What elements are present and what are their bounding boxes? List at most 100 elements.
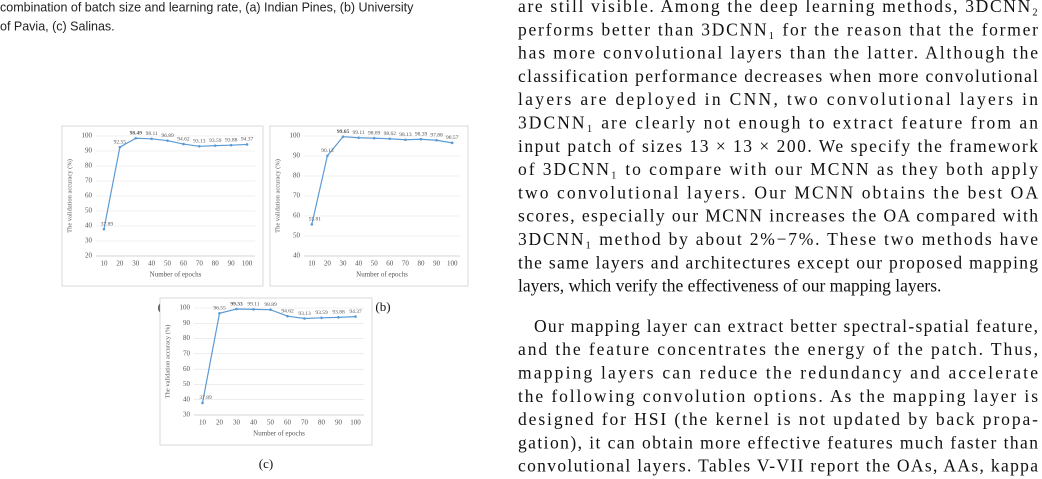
data-point	[357, 136, 360, 140]
body-line: performs better than 3DCNN₁ for the reas…	[518, 19, 1038, 39]
x-axis-label: Number of epochs	[150, 271, 202, 279]
body-line: of 3DCNN₁ to compare with our MCNN as th…	[518, 159, 1038, 179]
y-tick-label: 20	[85, 252, 93, 260]
y-tick-label: 50	[293, 232, 301, 240]
data-label: 94.37	[349, 309, 362, 315]
x-tick-label: 100	[242, 260, 253, 268]
subfigure-label: (b)	[375, 299, 390, 314]
data-label: 55.81	[309, 217, 322, 223]
data-point	[320, 316, 323, 320]
data-point	[404, 138, 407, 142]
data-point	[218, 311, 221, 315]
y-tick-label: 90	[293, 152, 301, 160]
body-line: has more convolutional layers than the l…	[518, 43, 1038, 63]
caption-line: of Pavia, (c) Salinas.	[0, 19, 115, 33]
data-label: 98.62	[384, 131, 397, 137]
chart-frame	[159, 297, 373, 446]
data-point	[341, 135, 345, 138]
x-tick-label: 70	[301, 419, 309, 427]
x-tick-label: 60	[180, 260, 188, 268]
data-label: 93.88	[332, 310, 345, 316]
x-tick-label: 100	[350, 419, 361, 427]
data-label: 98.49	[130, 131, 143, 137]
caption-line: combination of batch size and learning r…	[0, 0, 414, 14]
x-axis-label: Number of epochs	[253, 430, 305, 438]
chart-frame	[61, 125, 264, 287]
body-line: and the feature concentrates the energy …	[518, 339, 1038, 359]
data-point	[118, 145, 122, 149]
data-label: 96.89	[161, 133, 174, 139]
data-point	[303, 317, 306, 320]
x-tick-label: 90	[228, 260, 236, 268]
x-tick-label: 40	[148, 260, 156, 268]
chart-frame	[269, 125, 469, 287]
body-line: 3DCNN₁ are clearly not enough to extract…	[518, 113, 1038, 133]
x-tick-label: 80	[212, 260, 220, 268]
data-label: 94.37	[241, 137, 254, 143]
y-tick-label: 30	[183, 411, 191, 419]
x-tick-label: 70	[196, 260, 204, 268]
x-tick-label: 50	[164, 260, 172, 268]
x-tick-label: 70	[402, 260, 410, 268]
data-point	[229, 143, 233, 147]
y-tick-label: 40	[183, 395, 191, 403]
body-line: scores, especially our MCNN increases th…	[518, 206, 1038, 226]
y-tick-label: 100	[82, 132, 93, 140]
data-point	[213, 144, 217, 147]
data-label: 92.55	[114, 139, 127, 145]
data-point	[435, 138, 438, 142]
subfigure-label: (c)	[259, 456, 273, 471]
body-line: designed for HSI (the kernel is not upda…	[518, 409, 1038, 429]
y-tick-label: 50	[183, 380, 191, 388]
data-label: 94.62	[177, 136, 190, 142]
y-tick-label: 70	[183, 349, 191, 357]
body-line: layers, which verify the effectiveness o…	[518, 276, 941, 296]
data-point	[102, 227, 106, 231]
y-tick-label: 90	[183, 319, 191, 327]
data-label: 98.39	[415, 131, 428, 137]
data-point	[354, 315, 357, 318]
data-point	[337, 316, 340, 319]
data-point	[286, 314, 289, 318]
y-tick-label: 80	[85, 162, 93, 170]
data-point	[166, 139, 169, 142]
data-point	[310, 223, 314, 226]
data-point	[372, 136, 376, 140]
x-tick-label: 80	[318, 419, 326, 427]
data-point	[182, 142, 185, 146]
data-point	[269, 308, 272, 311]
x-tick-label: 30	[340, 260, 348, 268]
y-tick-label: 60	[85, 192, 93, 200]
data-label: 37.89	[199, 395, 212, 401]
body-line: input patch of sizes 13 × 13 × 200. We s…	[518, 136, 1038, 156]
body-line: layers are deployed in CNN, two convolut…	[518, 89, 1038, 109]
data-label: 99.65	[337, 129, 350, 135]
x-tick-label: 10	[308, 260, 316, 268]
x-tick-label: 90	[335, 419, 343, 427]
data-label: 94.62	[281, 308, 294, 314]
body-line: mapping layers can reduce the redundancy…	[518, 363, 1038, 383]
data-point	[134, 136, 138, 140]
y-tick-label: 80	[293, 172, 301, 180]
y-tick-label: 30	[85, 237, 93, 245]
data-point	[252, 308, 255, 311]
x-tick-label: 30	[132, 260, 140, 268]
data-label: 98.13	[399, 132, 412, 138]
data-label: 97.88	[430, 133, 443, 139]
data-label: 37.89	[101, 221, 114, 227]
data-label: 99.11	[247, 302, 259, 308]
data-point	[419, 137, 423, 141]
data-line	[311, 136, 453, 225]
x-tick-label: 50	[371, 260, 379, 268]
data-label: 99.11	[353, 130, 365, 136]
x-tick-label: 90	[433, 260, 441, 268]
data-label: 96.55	[213, 306, 226, 312]
x-tick-label: 10	[199, 419, 207, 427]
x-axis-label: Number of epochs	[356, 271, 408, 279]
y-tick-label: 50	[85, 207, 93, 215]
body-line: two convolutional layers. Our MCNN obtai…	[518, 182, 1038, 202]
data-point	[201, 401, 204, 405]
x-tick-label: 20	[216, 419, 224, 427]
